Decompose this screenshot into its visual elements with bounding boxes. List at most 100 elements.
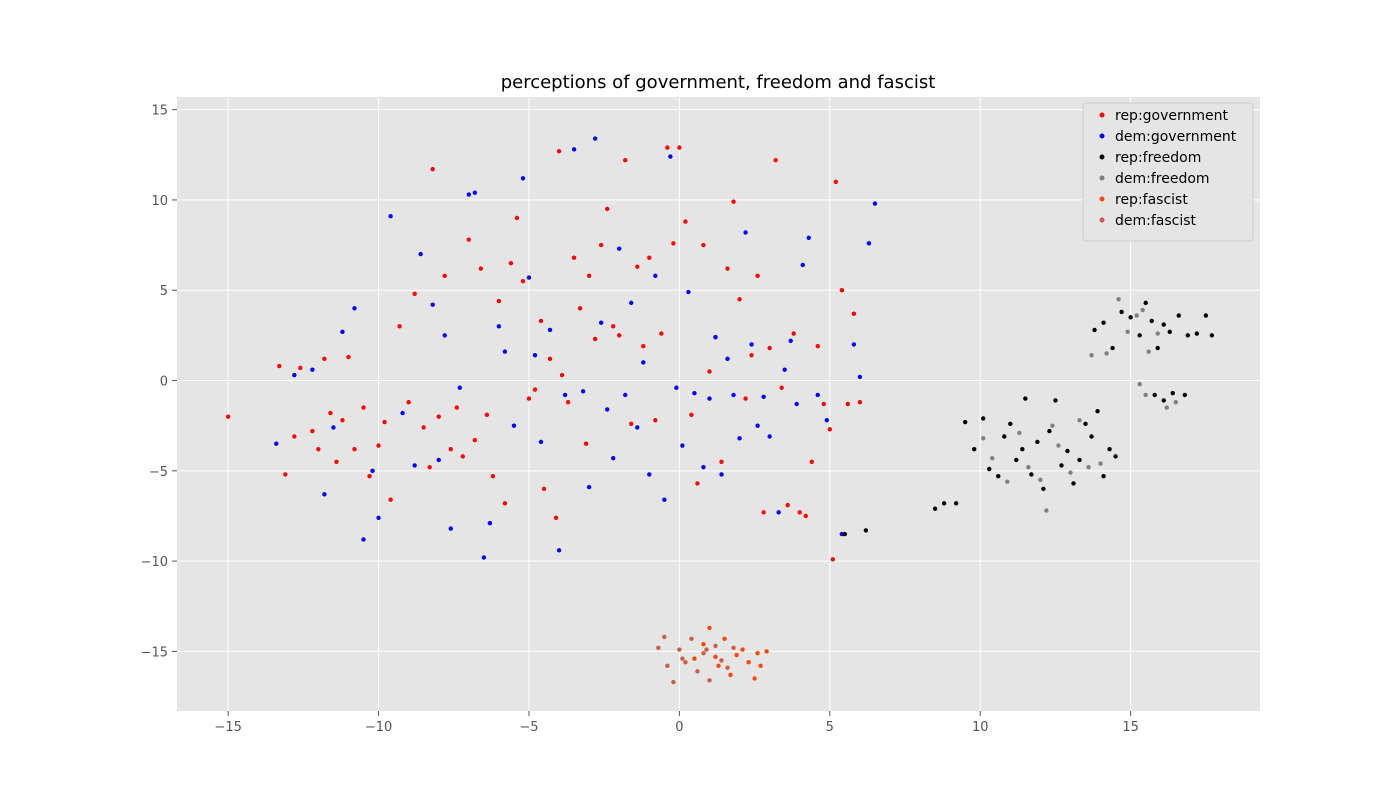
point-dem-government — [467, 192, 471, 196]
point-rep-government — [554, 516, 558, 520]
point-rep-government — [689, 413, 693, 417]
point-dem-freedom — [1068, 470, 1072, 474]
point-rep-government — [617, 333, 621, 337]
point-rep-fascist — [722, 637, 726, 641]
point-rep-freedom — [1077, 458, 1081, 462]
point-dem-fascist — [701, 651, 705, 655]
point-rep-freedom — [1002, 434, 1006, 438]
point-dem-fascist — [689, 637, 693, 641]
point-rep-government — [292, 434, 296, 438]
point-rep-government — [749, 353, 753, 357]
point-dem-government — [713, 335, 717, 339]
point-dem-fascist — [662, 635, 666, 639]
point-rep-freedom — [1092, 328, 1096, 332]
point-rep-government — [701, 243, 705, 247]
point-dem-government — [816, 393, 820, 397]
point-dem-government — [776, 510, 780, 514]
point-dem-fascist — [713, 644, 717, 648]
point-rep-government — [412, 292, 416, 296]
point-rep-government — [773, 158, 777, 162]
y-tick-label: 5 — [160, 284, 168, 299]
point-rep-fascist — [713, 655, 717, 659]
y-tick-label: −5 — [149, 465, 168, 480]
point-rep-government — [798, 510, 802, 514]
point-rep-government — [406, 400, 410, 404]
point-rep-freedom — [1156, 346, 1160, 350]
point-rep-freedom — [1083, 422, 1087, 426]
point-dem-government — [473, 191, 477, 195]
point-rep-government — [361, 405, 365, 409]
point-dem-government — [521, 176, 525, 180]
point-dem-government — [782, 367, 786, 371]
point-dem-freedom — [1134, 313, 1138, 317]
legend-marker — [1100, 218, 1105, 223]
point-rep-freedom — [1137, 333, 1141, 337]
point-rep-freedom — [987, 467, 991, 471]
x-tick-label: −10 — [365, 720, 392, 735]
point-dem-government — [361, 537, 365, 541]
point-rep-government — [527, 396, 531, 400]
point-rep-government — [542, 487, 546, 491]
point-dem-freedom — [1089, 353, 1093, 357]
point-rep-freedom — [1047, 429, 1051, 433]
point-rep-government — [587, 274, 591, 278]
point-rep-freedom — [1168, 330, 1172, 334]
point-rep-government — [421, 425, 425, 429]
point-rep-government — [665, 145, 669, 149]
point-dem-fascist — [707, 678, 711, 682]
point-rep-freedom — [1110, 346, 1114, 350]
point-rep-government — [388, 498, 392, 502]
point-dem-government — [581, 389, 585, 393]
point-rep-government — [277, 364, 281, 368]
point-rep-freedom — [1014, 458, 1018, 462]
point-dem-freedom — [1116, 297, 1120, 301]
legend-label: dem:government — [1115, 129, 1237, 145]
point-dem-government — [482, 555, 486, 559]
point-rep-government — [283, 472, 287, 476]
point-rep-government — [822, 402, 826, 406]
point-dem-government — [674, 386, 678, 390]
point-rep-government — [382, 420, 386, 424]
point-rep-government — [521, 279, 525, 283]
point-rep-freedom — [1162, 322, 1166, 326]
point-rep-fascist — [758, 664, 762, 668]
point-rep-government — [761, 510, 765, 514]
point-rep-freedom — [1089, 434, 1093, 438]
point-dem-freedom — [1038, 478, 1042, 482]
point-rep-government — [846, 402, 850, 406]
point-dem-government — [761, 395, 765, 399]
point-dem-government — [795, 402, 799, 406]
chart-title: perceptions of government, freedom and f… — [501, 72, 936, 93]
point-rep-freedom — [1162, 398, 1166, 402]
point-rep-freedom — [1195, 331, 1199, 335]
point-dem-government — [623, 393, 627, 397]
point-rep-government — [653, 418, 657, 422]
point-dem-government — [852, 342, 856, 346]
point-dem-government — [352, 306, 356, 310]
point-rep-freedom — [1095, 409, 1099, 413]
point-rep-government — [509, 261, 513, 265]
point-rep-freedom — [1008, 422, 1012, 426]
point-rep-fascist — [740, 647, 744, 651]
point-dem-fascist — [680, 656, 684, 660]
point-dem-freedom — [1156, 331, 1160, 335]
point-dem-government — [873, 201, 877, 205]
point-dem-government — [292, 373, 296, 377]
y-tick-label: 10 — [151, 194, 168, 209]
point-rep-government — [831, 557, 835, 561]
point-rep-government — [623, 158, 627, 162]
point-dem-freedom — [1098, 461, 1102, 465]
point-rep-government — [352, 447, 356, 451]
point-dem-government — [587, 485, 591, 489]
point-rep-freedom — [1113, 454, 1117, 458]
point-dem-government — [418, 252, 422, 256]
point-dem-government — [617, 246, 621, 250]
point-dem-government — [858, 375, 862, 379]
point-dem-government — [488, 521, 492, 525]
point-rep-government — [743, 396, 747, 400]
legend-marker — [1100, 113, 1105, 118]
point-rep-government — [792, 331, 796, 335]
point-rep-fascist — [734, 653, 738, 657]
point-dem-government — [388, 214, 392, 218]
